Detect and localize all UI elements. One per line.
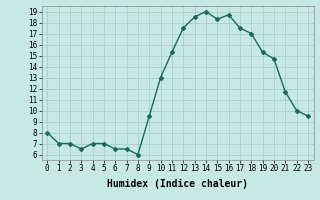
X-axis label: Humidex (Indice chaleur): Humidex (Indice chaleur) bbox=[107, 179, 248, 189]
